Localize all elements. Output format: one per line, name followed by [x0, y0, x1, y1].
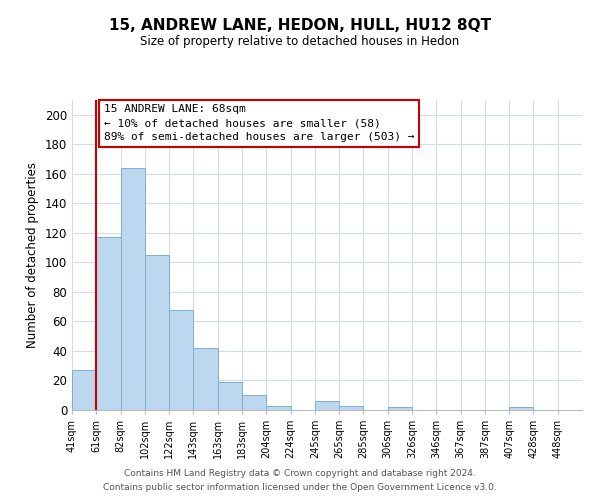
Bar: [72, 370, 96, 410]
Bar: [509, 407, 533, 410]
Bar: [315, 401, 339, 410]
Text: 15, ANDREW LANE, HEDON, HULL, HU12 8QT: 15, ANDREW LANE, HEDON, HULL, HU12 8QT: [109, 18, 491, 32]
Text: Contains public sector information licensed under the Open Government Licence v3: Contains public sector information licen…: [103, 484, 497, 492]
Bar: [388, 407, 412, 410]
Y-axis label: Number of detached properties: Number of detached properties: [26, 162, 39, 348]
Bar: [193, 348, 218, 410]
Bar: [242, 395, 266, 410]
Bar: [145, 255, 169, 410]
Bar: [96, 238, 121, 410]
Bar: [339, 406, 364, 410]
Text: Contains HM Land Registry data © Crown copyright and database right 2024.: Contains HM Land Registry data © Crown c…: [124, 468, 476, 477]
Text: 15 ANDREW LANE: 68sqm
← 10% of detached houses are smaller (58)
89% of semi-deta: 15 ANDREW LANE: 68sqm ← 10% of detached …: [104, 104, 414, 142]
Bar: [218, 382, 242, 410]
Bar: [169, 310, 193, 410]
Text: Size of property relative to detached houses in Hedon: Size of property relative to detached ho…: [140, 35, 460, 48]
Bar: [121, 168, 145, 410]
Bar: [266, 406, 290, 410]
